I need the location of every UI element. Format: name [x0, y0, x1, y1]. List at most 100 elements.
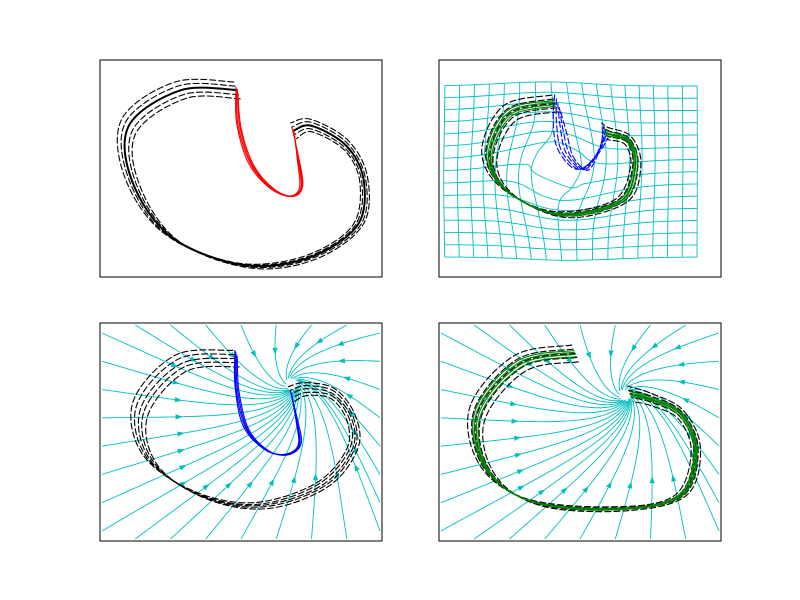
- grid-line-v-0: [443, 85, 446, 258]
- streamline-arrow-5: [343, 376, 351, 382]
- streamline-arrow-8: [177, 431, 185, 437]
- streamline-arrow-17: [537, 489, 546, 496]
- series-0-line-0: [130, 349, 351, 504]
- series-1-line-3: [477, 356, 698, 511]
- panel-bottom-right: [440, 324, 720, 540]
- streamline-18: [509, 324, 621, 402]
- grid-line-v-14: [652, 85, 656, 258]
- streamline-10: [440, 400, 628, 475]
- grid-line-v-8: [557, 82, 582, 261]
- streamline-arrow-29: [334, 471, 340, 479]
- streamline-26: [285, 324, 312, 381]
- grid-line-h-1: [444, 91, 698, 99]
- streamline-5: [292, 372, 381, 390]
- series-0-line-4: [482, 361, 702, 513]
- streamline-arrow-0: [170, 362, 179, 368]
- grid-line-h-2: [444, 101, 698, 111]
- grid-line-v-10: [592, 83, 607, 260]
- series-0-line-1: [120, 82, 364, 266]
- streamline-12: [440, 401, 629, 504]
- streamline-arrow-24: [272, 347, 278, 355]
- streamline-22: [240, 324, 286, 388]
- streamline-6: [440, 401, 626, 423]
- streamline-arrow-8: [513, 435, 522, 441]
- grid-line-h-12: [444, 232, 698, 241]
- grid-line-h-8: [443, 180, 698, 201]
- series-1-line-2: [475, 353, 697, 510]
- streamline-arrow-7: [345, 393, 354, 400]
- panel-frame-bottom-left: [99, 322, 383, 542]
- streamline-arrow-22: [250, 350, 257, 358]
- series-1-line-0: [486, 99, 635, 215]
- streamline-5: [624, 379, 720, 391]
- streamline-15: [298, 380, 381, 532]
- grid-line-v-7: [530, 81, 555, 260]
- series-0-line-0: [467, 344, 692, 508]
- grid-line-h-10: [443, 207, 698, 221]
- grid-line-v-2: [470, 84, 475, 258]
- streamline-15: [631, 391, 720, 532]
- streamline-arrow-21: [246, 480, 253, 489]
- streamline-arrow-18: [543, 357, 551, 365]
- streamline-24: [610, 324, 620, 395]
- streamline-arrow-20: [228, 351, 236, 359]
- streamline-22: [579, 324, 620, 398]
- streamline-0: [101, 332, 291, 396]
- streamline-6: [101, 391, 293, 419]
- streamline-14: [440, 398, 630, 532]
- series-1-line-0: [123, 86, 366, 268]
- series-2-line-4: [560, 111, 603, 171]
- grid-line-v-1: [456, 85, 461, 258]
- series-0-line-0: [481, 94, 632, 213]
- series-2-line-1: [235, 88, 302, 198]
- series-0-line-4: [131, 95, 370, 270]
- streamline-12: [101, 388, 296, 504]
- streamline-27: [631, 394, 653, 540]
- streamline-arrow-6: [175, 414, 183, 420]
- streamline-28: [620, 324, 686, 390]
- series-0-line-1: [133, 353, 354, 506]
- series-1-line-2: [489, 103, 637, 216]
- streamline-arrow-3: [337, 358, 346, 364]
- streamline-arrow-28: [651, 342, 659, 349]
- series-0-line-3: [141, 361, 358, 508]
- streamline-27: [298, 383, 317, 540]
- streamline-arrow-23: [606, 481, 612, 489]
- streamline-arrow-1: [673, 344, 682, 350]
- streamline-16: [135, 324, 290, 394]
- grid-line-h-11: [444, 219, 698, 231]
- streamline-arrow-24: [608, 350, 614, 358]
- grid-line-h-3: [444, 111, 698, 124]
- streamline-29: [297, 381, 348, 540]
- streamline-25: [275, 385, 307, 540]
- streamline-arrow-10: [514, 452, 522, 458]
- streamline-7: [294, 376, 381, 419]
- streamline-arrow-25: [627, 481, 633, 489]
- series-2-line-0: [552, 94, 609, 170]
- panel-bottom-left: [101, 324, 381, 540]
- series-2-line-2: [236, 91, 303, 197]
- streamline-20: [544, 324, 622, 400]
- streamline-7: [628, 386, 720, 419]
- panel-top-left: [116, 78, 370, 270]
- streamline-arrow-27: [649, 476, 655, 484]
- streamline-arrow-17: [202, 484, 210, 491]
- streamline-arrow-15: [354, 463, 360, 472]
- streamline-arrow-11: [686, 431, 693, 439]
- streamline-arrow-27: [312, 473, 319, 481]
- streamline-0: [440, 332, 624, 406]
- streamline-20: [205, 324, 288, 390]
- streamline-9: [628, 388, 720, 447]
- streamline-arrow-21: [582, 486, 589, 494]
- grid-line-v-3: [482, 84, 490, 258]
- streamline-24: [274, 324, 287, 385]
- streamline-arrow-10: [177, 448, 185, 454]
- series-0-line-4: [496, 111, 642, 219]
- streamline-arrow-7: [682, 398, 690, 404]
- streamline-arrow-29: [671, 474, 677, 482]
- streamline-14: [101, 389, 297, 532]
- streamline-26: [618, 324, 651, 392]
- series-1-line-1: [487, 101, 636, 215]
- streamline-arrow-4: [509, 400, 518, 407]
- series-0-line-3: [492, 107, 639, 217]
